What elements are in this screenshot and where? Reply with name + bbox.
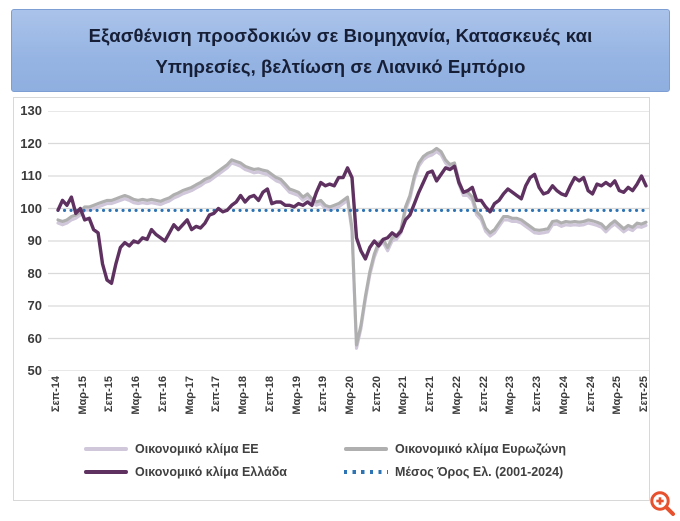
chart-title-banner: Εξασθένιση προσδοκιών σε Βιομηχανία, Κατ… (11, 9, 670, 92)
chart-title: Εξασθένιση προσδοκιών σε Βιομηχανία, Κατ… (89, 20, 593, 82)
y-tick-label: 70 (27, 298, 42, 313)
x-tick-label: Μαρ-25 (611, 376, 624, 415)
x-tick-label: Σεπ-17 (210, 376, 223, 413)
x-tick-label: Μαρ-17 (183, 376, 196, 415)
legend-label-eurozone: Οικονομικό κλίμα Ευρωζώνη (395, 442, 567, 456)
chart-panel: 130 120 110 100 90 80 70 60 50 Σεπ-14 Μαρ-15 Σεπ-1… (13, 97, 650, 501)
x-tick-label: Σεπ-19 (317, 376, 330, 413)
x-tick-label: Σεπ-22 (477, 376, 490, 413)
x-tick-label: Σεπ-25 (638, 376, 650, 413)
magnifier-plus-icon (650, 491, 675, 516)
chart-title-line2: Υπηρεσίες, βελτίωση σε Λιανικό Εμπόριο (155, 55, 526, 77)
greece-line-swatch-icon (84, 470, 128, 474)
legend-item-greece: Οικονομικό κλίμα Ελλάδα (84, 465, 334, 479)
chart-legend: Οικονομικό κλίμα ΕΕ Οικονομικό κλίμα Ευρ… (84, 442, 604, 479)
x-tick-label: Σεπ-18 (263, 376, 276, 413)
x-tick-label: Μαρ-24 (557, 376, 570, 415)
legend-item-eurozone: Οικονομικό κλίμα Ευρωζώνη (344, 442, 604, 456)
y-tick-label: 60 (27, 330, 42, 346)
eu-line-swatch-icon (84, 447, 128, 451)
legend-label-average: Μέσος Όρος Ελ. (2001-2024) (395, 465, 564, 479)
y-tick-label: 110 (21, 168, 42, 183)
x-tick-label: Σεπ-20 (370, 376, 383, 413)
y-tick-label: 100 (20, 200, 42, 216)
x-tick-label: Σεπ-15 (103, 376, 116, 413)
eurozone-line-swatch-icon (344, 447, 388, 451)
x-tick-label: Μαρ-23 (504, 376, 517, 415)
y-tick-label: 50 (27, 363, 42, 378)
x-tick-label: Σεπ-24 (584, 376, 597, 413)
y-tick-label: 130 (20, 103, 42, 118)
y-tick-label: 80 (27, 265, 42, 281)
series-line-1 (56, 146, 648, 347)
x-tick-label: Μαρ-18 (237, 376, 250, 415)
legend-label-greece: Οικονομικό κλίμα Ελλάδα (135, 465, 287, 479)
series-line-2 (56, 164, 648, 286)
x-tick-label: Σεπ-16 (156, 376, 169, 413)
legend-label-eu: Οικονομικό κλίμα ΕΕ (135, 442, 259, 456)
x-tick-label: Μαρ-15 (76, 376, 89, 415)
x-tick-label: Μαρ-20 (344, 376, 356, 415)
x-tick-label: Μαρ-19 (290, 376, 303, 415)
legend-item-average: Μέσος Όρος Ελ. (2001-2024) (344, 465, 604, 479)
x-tick-label: Σεπ-23 (531, 376, 544, 413)
legend-item-eu: Οικονομικό κλίμα ΕΕ (84, 442, 334, 456)
x-tick-label: Σεπ-14 (50, 376, 62, 413)
y-tick-label: 120 (20, 135, 42, 151)
plot-svg (48, 111, 649, 371)
x-tick-label: Μαρ-21 (397, 376, 410, 415)
x-tick-label: Μαρ-22 (450, 376, 463, 415)
average-dotted-swatch-icon (344, 470, 388, 474)
y-tick-label: 90 (27, 233, 42, 248)
zoom-in-button[interactable] (648, 489, 678, 519)
x-tick-label: Μαρ-16 (130, 376, 143, 415)
x-tick-label: Σεπ-21 (424, 376, 437, 413)
chart-title-line1: Εξασθένιση προσδοκιών σε Βιομηχανία, Κατ… (88, 24, 593, 46)
